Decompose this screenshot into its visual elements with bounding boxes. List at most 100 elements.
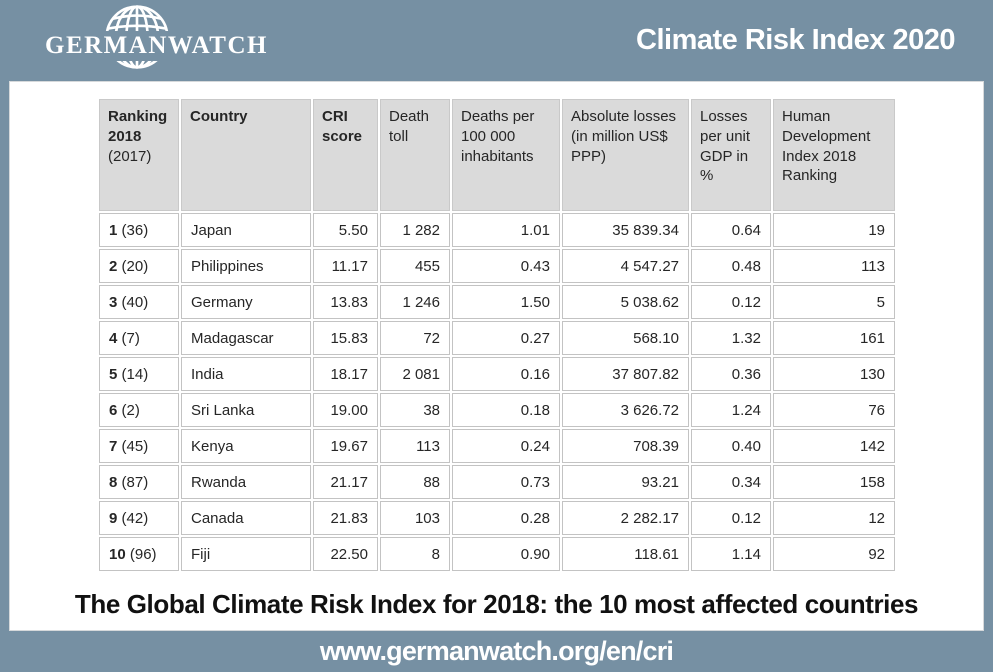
cell-hdi: 130 — [773, 357, 895, 391]
cell-toll: 103 — [380, 501, 450, 535]
col-header-label: Country — [190, 108, 248, 125]
cell-per100k: 0.73 — [452, 465, 560, 499]
table-caption: The Global Climate Risk Index for 2018: … — [74, 589, 919, 619]
cell-cri: 5.50 — [313, 213, 378, 247]
cell-rank: 1 (36) — [99, 213, 179, 247]
rank-number: 4 — [109, 329, 118, 347]
rank-number: 5 — [109, 365, 118, 383]
col-header-cri: CRI score — [313, 99, 378, 211]
col-header-label: Deaths per 100 000 inhabitants — [461, 108, 535, 165]
cell-rank: 7 (45) — [99, 429, 179, 463]
cell-losses: 4 547.27 — [562, 249, 689, 283]
cell-hdi: 113 — [773, 249, 895, 283]
cell-toll: 2 081 — [380, 357, 450, 391]
col-header-sublabel: (2017) — [108, 147, 152, 165]
col-header-rank: Ranking 2018 (2017) — [99, 99, 179, 211]
cell-rank: 3 (40) — [99, 285, 179, 319]
cell-cri: 21.83 — [313, 501, 378, 535]
col-header-per100k: Deaths per 100 000 inhabitants — [452, 99, 560, 211]
table-row: 2 (20) Philippines 11.17 455 0.43 4 547.27 0.4… — [99, 249, 895, 283]
cell-hdi: 5 — [773, 285, 895, 319]
rank-previous: (7) — [121, 329, 140, 347]
cell-rank: 9 (42) — [99, 501, 179, 535]
rank-number: 3 — [109, 293, 118, 311]
cell-gdp: 0.64 — [691, 213, 771, 247]
cell-gdp: 0.40 — [691, 429, 771, 463]
cell-gdp: 1.32 — [691, 321, 771, 355]
table-row: 1 (36) Japan 5.50 1 282 1.01 35 839.34 0.64 19 — [99, 213, 895, 247]
table-row: 3 (40) Germany 13.83 1 246 1.50 5 038.62 0.12 5 — [99, 285, 895, 319]
cell-country: India — [181, 357, 311, 391]
germanwatch-logo: GERMANWATCH — [42, 0, 302, 81]
cell-cri: 18.17 — [313, 357, 378, 391]
cell-hdi: 161 — [773, 321, 895, 355]
cell-gdp: 0.12 — [691, 501, 771, 535]
col-header-label: Death toll — [389, 108, 430, 145]
rank-previous: (36) — [121, 221, 149, 239]
rank-previous: (87) — [121, 473, 149, 491]
cell-toll: 113 — [380, 429, 450, 463]
cell-gdp: 0.36 — [691, 357, 771, 391]
table-header-row: Ranking 2018 (2017) Country CRI score Death … — [99, 99, 895, 211]
col-header-hdi: Human Development Index 2018 Ranking — [773, 99, 895, 211]
cell-losses: 568.10 — [562, 321, 689, 355]
cell-rank: 8 (87) — [99, 465, 179, 499]
footer-url: www.germanwatch.org/en/cri — [319, 636, 674, 666]
rank-number: 2 — [109, 257, 118, 275]
col-header-label: CRI score — [322, 108, 363, 145]
cell-hdi: 12 — [773, 501, 895, 535]
col-header-label: Losses per unit GDP in % — [700, 108, 751, 185]
rank-previous: (2) — [121, 401, 140, 419]
cell-per100k: 0.27 — [452, 321, 560, 355]
rank-number: 8 — [109, 473, 118, 491]
cell-losses: 35 839.34 — [562, 213, 689, 247]
col-header-losses: Absolute losses (in million US$ PPP) — [562, 99, 689, 211]
cell-losses: 93.21 — [562, 465, 689, 499]
logo-wordmark: GERMANWATCH — [42, 31, 271, 61]
col-header-toll: Death toll — [380, 99, 450, 211]
cell-country: Kenya — [181, 429, 311, 463]
cell-country: Canada — [181, 501, 311, 535]
cell-gdp: 1.14 — [691, 537, 771, 571]
cell-gdp: 0.34 — [691, 465, 771, 499]
cell-country: Philippines — [181, 249, 311, 283]
table-row: 10 (96) Fiji 22.50 8 0.90 118.61 1.14 92 — [99, 537, 895, 571]
cell-country: Madagascar — [181, 321, 311, 355]
content-panel: Ranking 2018 (2017) Country CRI score Death … — [9, 81, 984, 631]
cell-per100k: 1.01 — [452, 213, 560, 247]
table-row: 4 (7) Madagascar 15.83 72 0.27 568.10 1.32 161 — [99, 321, 895, 355]
cell-cri: 19.00 — [313, 393, 378, 427]
rank-previous: (14) — [121, 365, 149, 383]
cell-gdp: 0.12 — [691, 285, 771, 319]
cell-hdi: 158 — [773, 465, 895, 499]
cell-losses: 708.39 — [562, 429, 689, 463]
cell-losses: 5 038.62 — [562, 285, 689, 319]
table-row: 5 (14) India 18.17 2 081 0.16 37 807.82 0.36 13… — [99, 357, 895, 391]
rank-previous: (40) — [121, 293, 149, 311]
table-row: 9 (42) Canada 21.83 103 0.28 2 282.17 0.12 12 — [99, 501, 895, 535]
cell-hdi: 92 — [773, 537, 895, 571]
cell-rank: 5 (14) — [99, 357, 179, 391]
cell-per100k: 0.90 — [452, 537, 560, 571]
cell-cri: 15.83 — [313, 321, 378, 355]
cell-hdi: 76 — [773, 393, 895, 427]
cell-per100k: 0.24 — [452, 429, 560, 463]
table-row: 8 (87) Rwanda 21.17 88 0.73 93.21 0.34 158 — [99, 465, 895, 499]
cell-country: Rwanda — [181, 465, 311, 499]
cell-hdi: 142 — [773, 429, 895, 463]
cell-rank: 2 (20) — [99, 249, 179, 283]
rank-previous: (96) — [129, 545, 157, 563]
col-header-label: Human Development Index 2018 Ranking — [782, 108, 871, 185]
col-header-label: Ranking 2018 — [108, 108, 168, 145]
cell-cri: 13.83 — [313, 285, 378, 319]
cell-cri: 19.67 — [313, 429, 378, 463]
cell-losses: 2 282.17 — [562, 501, 689, 535]
rank-previous: (45) — [121, 437, 149, 455]
col-header-label: Absolute losses (in million US$ PPP) — [571, 108, 677, 165]
cell-country: Japan — [181, 213, 311, 247]
cell-gdp: 1.24 — [691, 393, 771, 427]
footer-bar: www.germanwatch.org/en/cri — [0, 631, 993, 672]
cell-losses: 118.61 — [562, 537, 689, 571]
top-header-bar: GERMANWATCH Climate Risk Index 2020 — [0, 0, 993, 81]
